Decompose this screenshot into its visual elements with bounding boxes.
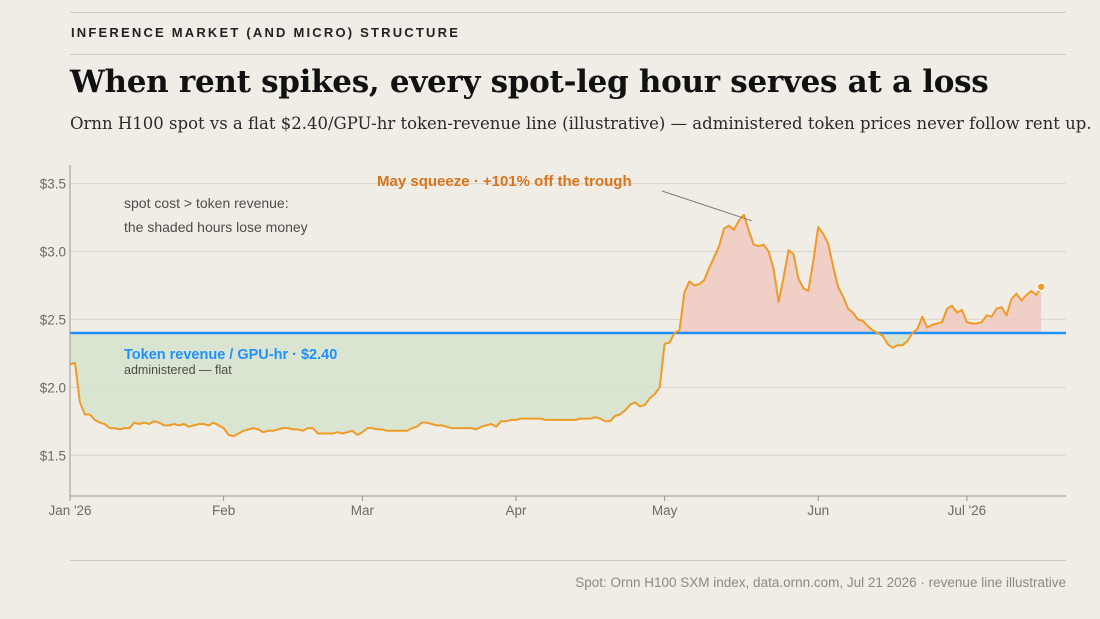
revenue-line-sublabel: administered — flat: [124, 363, 232, 377]
spot-price-line: [69, 213, 1043, 438]
axes: $1.5 $2.0 $2.5 $3.0 $3.5 Jan '26 Feb Mar Apr May J…: [40, 165, 1066, 518]
top-rule: [70, 12, 1066, 13]
x-tick-label: Jun: [807, 503, 829, 518]
x-tick-label: Mar: [351, 503, 375, 518]
x-tick-label: Apr: [505, 503, 527, 518]
kicker-label: INFERENCE MARKET (AND MICRO) STRUCTURE: [71, 25, 461, 40]
series-layer: [69, 190, 1066, 438]
header-rule: [70, 54, 1066, 55]
x-tick-label: Jan '26: [48, 503, 91, 518]
loss-area: [70, 214, 1042, 333]
y-tick-label: $1.5: [40, 448, 66, 463]
shaded-areas: [70, 214, 1042, 437]
spot-last-point: [1036, 282, 1046, 292]
y-tick-label: $2.0: [40, 380, 66, 395]
shaded-note-line-2: the shaded hours lose money: [124, 219, 308, 235]
x-tick-label: Feb: [212, 503, 235, 518]
chart-labels: spot cost > token revenue: the shaded ho…: [124, 173, 632, 377]
y-tick-label: $3.0: [40, 245, 66, 260]
shaded-note-line-1: spot cost > token revenue:: [124, 195, 289, 211]
peak-leader-line: [661, 190, 752, 222]
source-note: Spot: Ornn H100 SXM index, data.ornn.com…: [575, 575, 1066, 590]
y-tick-label: $3.5: [40, 177, 66, 192]
peak-annotation: May squeeze · +101% off the trough: [377, 173, 632, 190]
y-tick-label: $2.5: [40, 312, 66, 327]
revenue-line-label: Token revenue / GPU-hr · $2.40: [124, 347, 337, 363]
footer-rule: [70, 560, 1066, 561]
x-tick-label: Jul '26: [948, 503, 987, 518]
page-title: When rent spikes, every spot-leg hour se…: [70, 64, 989, 100]
page-subtitle: Ornn H100 spot vs a flat $2.40/GPU-hr to…: [70, 114, 1092, 133]
x-tick-label: May: [652, 503, 678, 518]
below-revenue-area: [70, 333, 1042, 437]
